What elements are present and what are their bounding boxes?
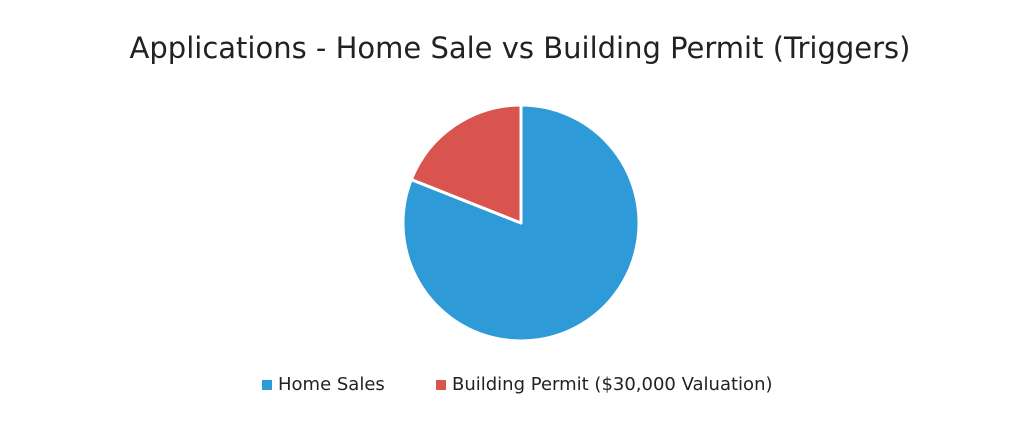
pie-slice — [409, 103, 523, 225]
legend-label: Building Permit ($30,000 Valuation) — [452, 374, 773, 395]
pie-slice — [401, 103, 641, 343]
legend-swatch — [436, 380, 446, 390]
legend-swatch — [262, 380, 272, 390]
legend-label: Home Sales — [278, 374, 385, 395]
chart-title: Applications - Home Sale vs Building Per… — [130, 31, 911, 65]
